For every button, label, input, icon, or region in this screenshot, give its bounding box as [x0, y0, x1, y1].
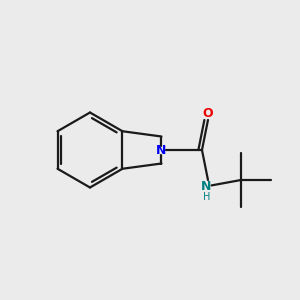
Text: N: N	[201, 180, 212, 193]
Text: H: H	[203, 191, 210, 202]
Text: N: N	[156, 143, 167, 157]
Text: O: O	[203, 107, 213, 120]
